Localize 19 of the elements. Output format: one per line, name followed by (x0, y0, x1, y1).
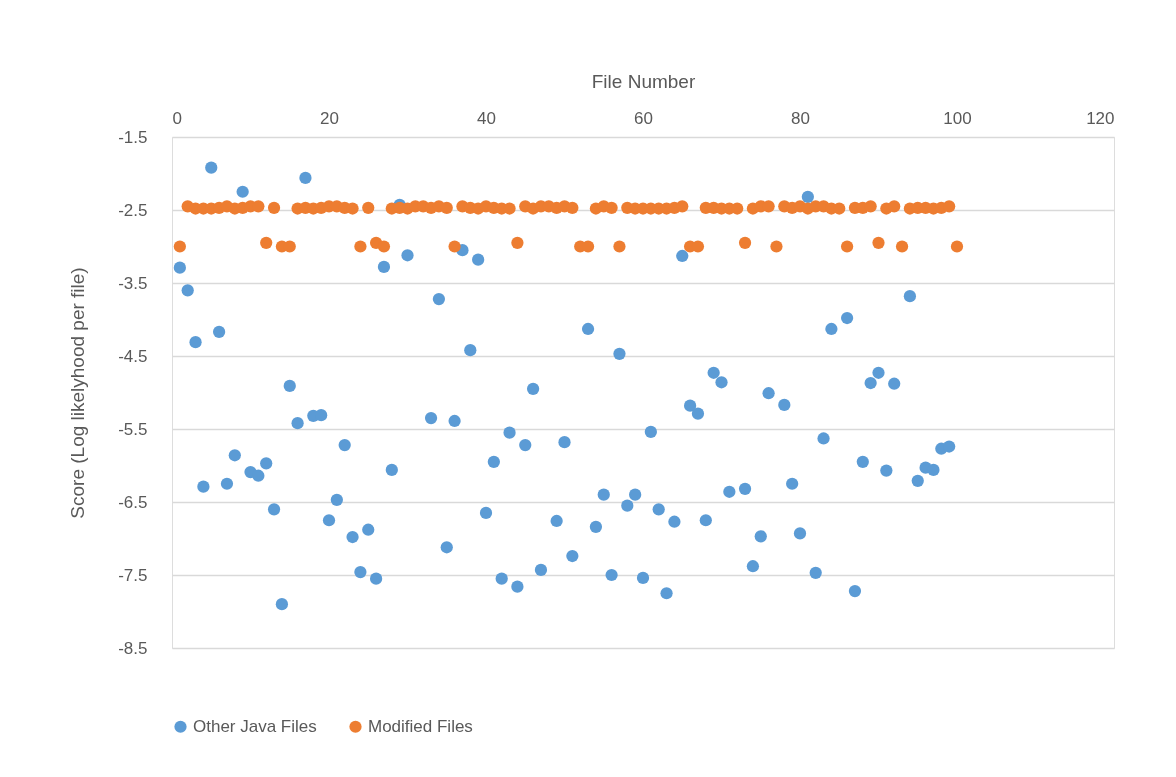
x-tick-label: 0 (172, 108, 182, 128)
x-tick-label: 60 (634, 108, 653, 128)
x-tick-label: 40 (477, 108, 496, 128)
x-tick-label: 80 (791, 108, 810, 128)
legend-label: Other Java Files (193, 716, 317, 736)
y-tick-label: -4.5 (118, 346, 148, 366)
y-tick-label: -7.5 (118, 565, 148, 585)
legend-label: Modified Files (368, 716, 473, 736)
y-tick-label: -8.5 (118, 638, 148, 658)
y-tick-label: -3.5 (118, 273, 148, 293)
y-tick-label: -1.5 (118, 127, 148, 147)
x-tick-label: 100 (943, 108, 972, 128)
y-tick-label: -5.5 (118, 419, 148, 439)
x-tick-label: 20 (320, 108, 339, 128)
y-tick-label: -6.5 (118, 492, 148, 512)
y-axis-title: Score (Log likelyhood per file) (67, 267, 89, 519)
x-tick-label: 120 (1086, 108, 1115, 128)
x-axis-title: File Number (591, 70, 696, 92)
y-tick-label: -2.5 (118, 200, 148, 220)
